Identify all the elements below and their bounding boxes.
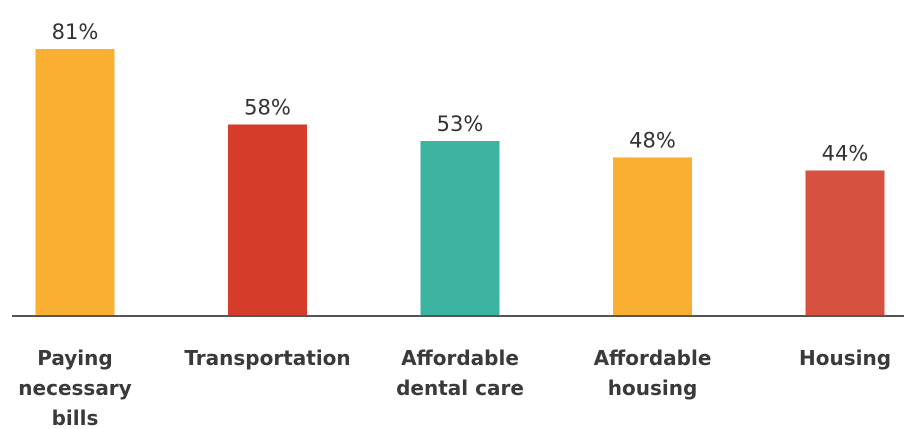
category-label-line: bills — [52, 406, 99, 429]
bars-group — [35, 49, 885, 315]
value-label-4: 44% — [822, 142, 869, 166]
category-label-line: necessary — [18, 376, 131, 400]
bar-3 — [613, 157, 692, 315]
category-label-line: Transportation — [184, 346, 350, 370]
category-label-line: Affordable — [401, 346, 519, 370]
category-label-line: Affordable — [594, 346, 712, 370]
category-label-line: dental care — [396, 376, 524, 400]
value-label-3: 48% — [629, 128, 676, 152]
category-label-4: Housing — [799, 346, 891, 370]
value-label-0: 81% — [52, 20, 99, 44]
value-label-1: 58% — [244, 96, 291, 120]
bar-0 — [35, 49, 115, 315]
bar-1 — [228, 124, 307, 315]
bar-2 — [420, 141, 500, 315]
category-label-0: Paying necessary bills — [18, 346, 131, 429]
category-label-line: Paying — [37, 346, 112, 370]
value-labels-group: 81% 58% 53% 48% 44% — [52, 20, 869, 166]
category-label-1: Transportation — [184, 346, 350, 370]
category-label-line: housing — [608, 376, 698, 400]
category-label-line: Housing — [799, 346, 891, 370]
value-label-2: 53% — [437, 112, 484, 136]
category-labels-group: Paying necessary bills Transportation Afford… — [18, 346, 891, 429]
category-label-3: Affordable housing — [594, 346, 712, 400]
category-label-2: Affordable dental care — [396, 346, 524, 400]
bar-4 — [805, 170, 885, 315]
